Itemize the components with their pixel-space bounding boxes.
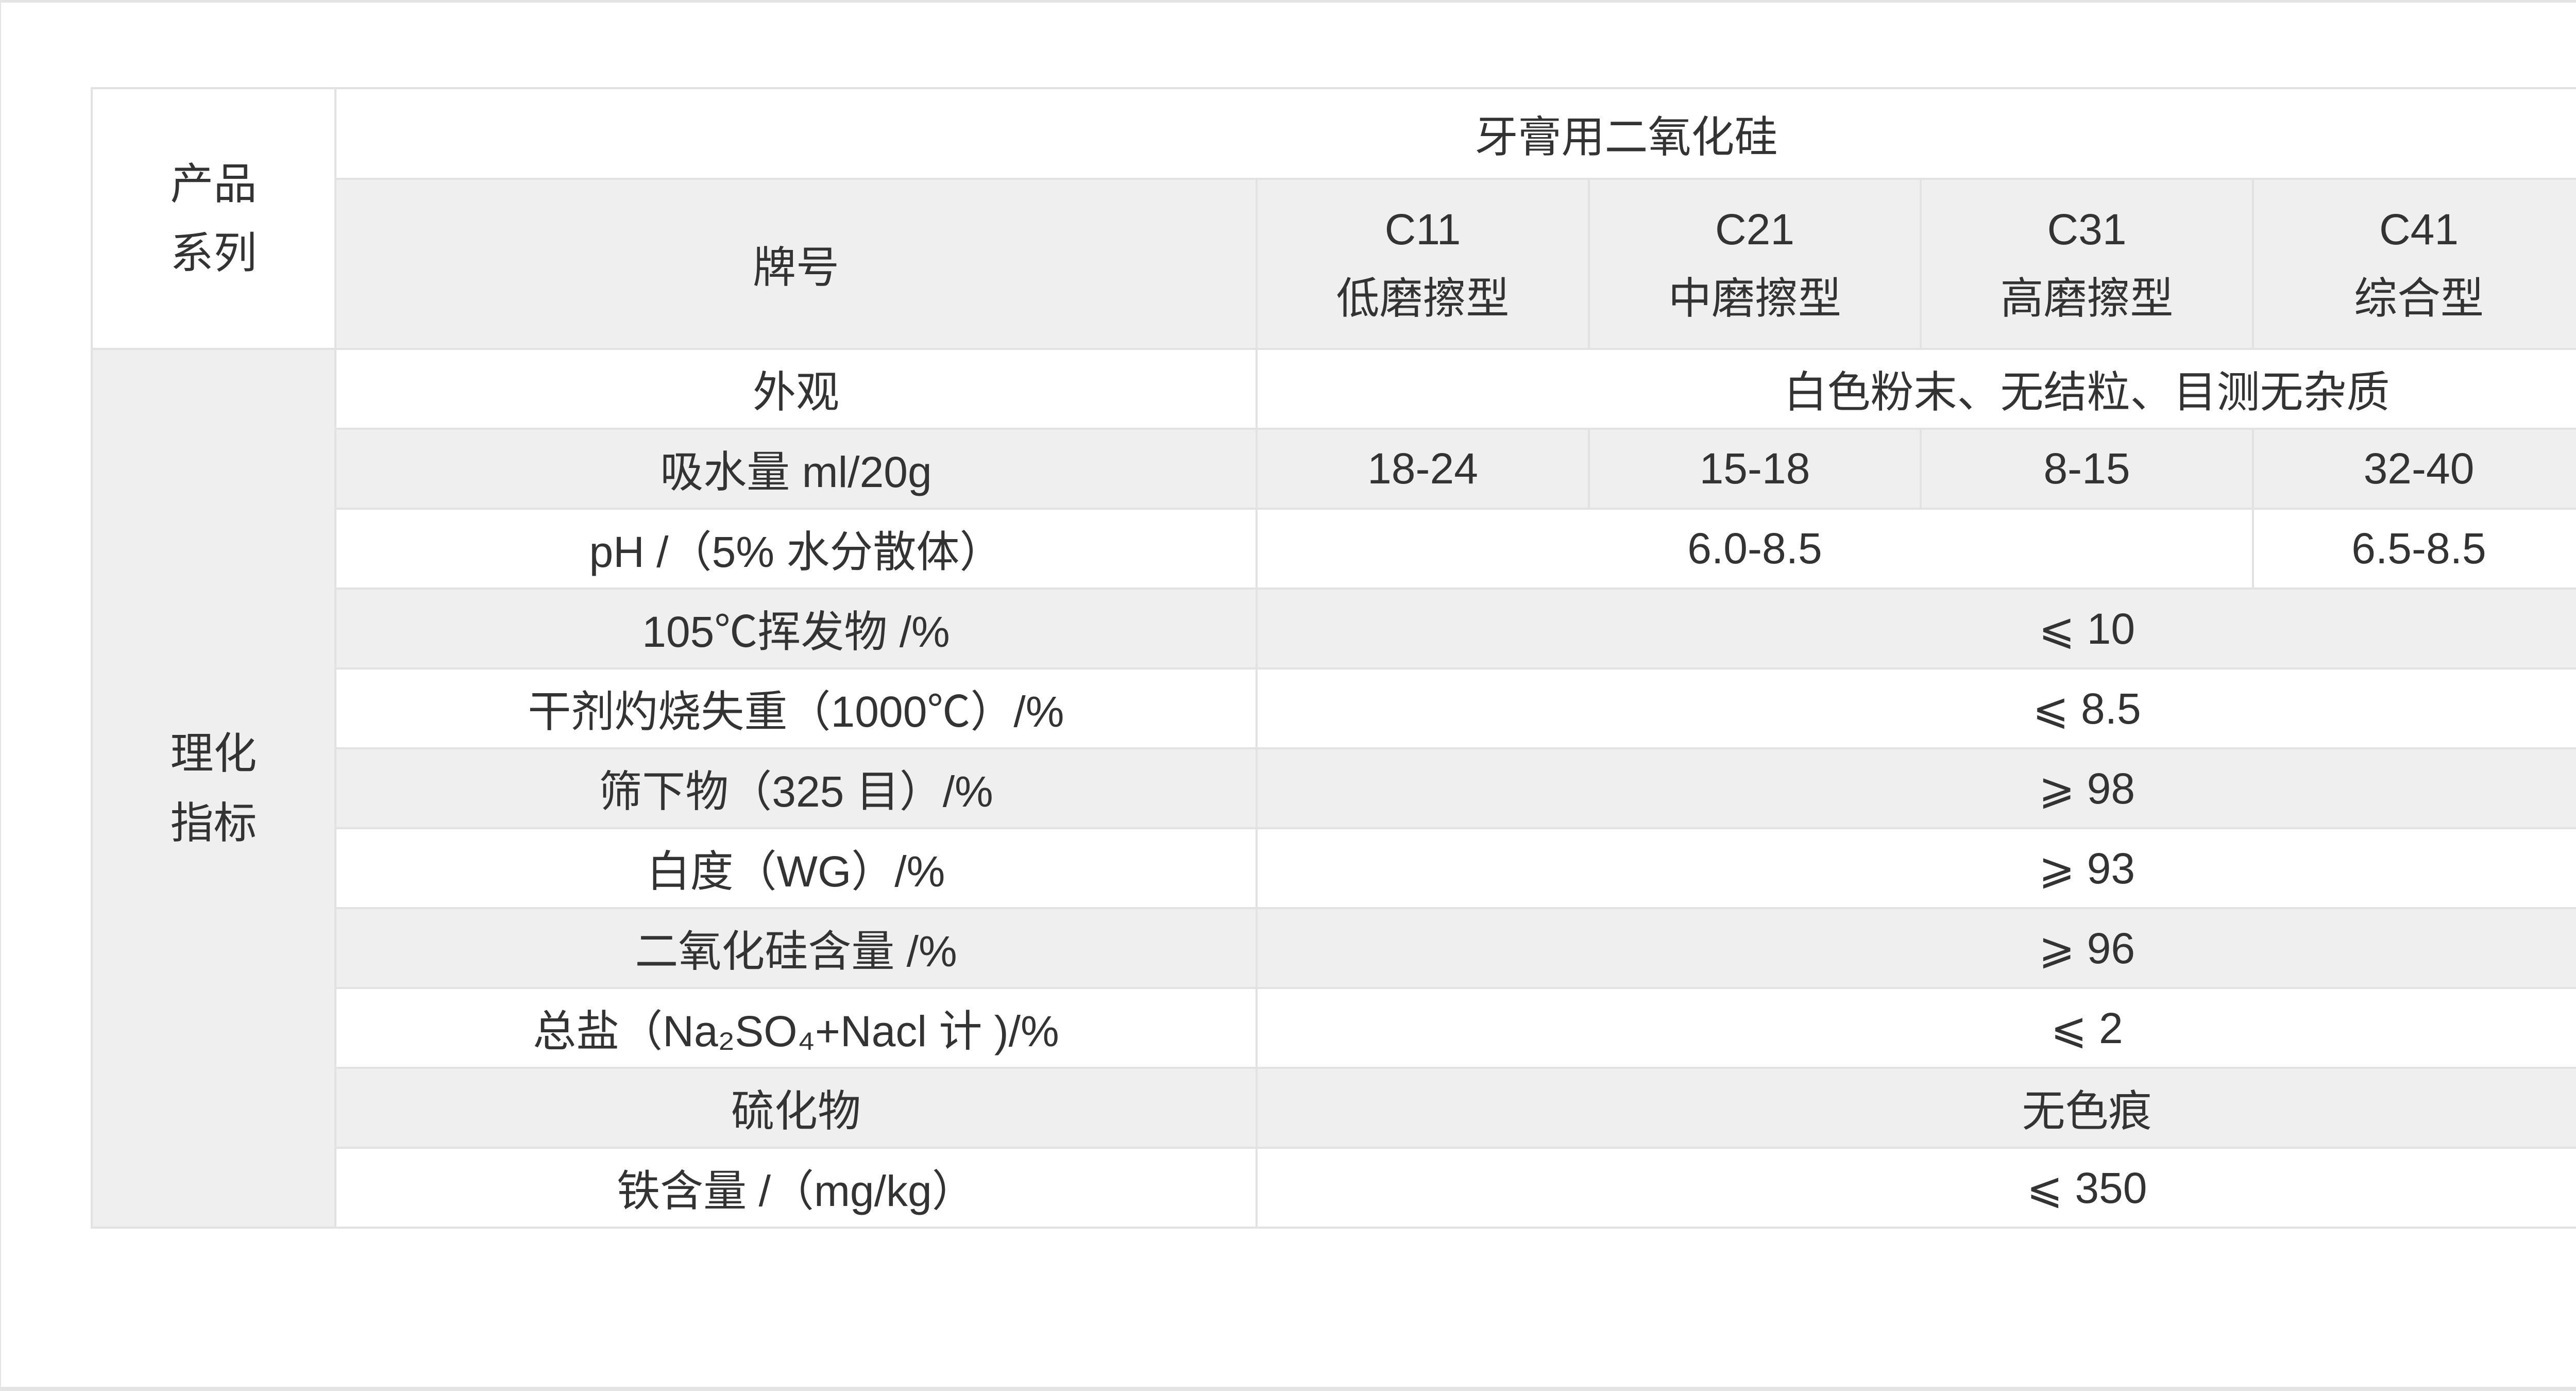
spec-value-cell: 6.0-8.5 — [1256, 508, 2254, 590]
spec-label-cell: 105℃挥发物 /% — [334, 588, 1258, 669]
product-series-cell: 产品 系列 — [91, 87, 336, 350]
spec-value-cell: ⩾ 93 — [1255, 827, 2576, 909]
spec-row-total-salt: 总盐（Na₂SO₄+Nacl 计 )/% ⩽ 2 — [92, 987, 2576, 1069]
table-title-cell: 牙膏用二氧化硅 — [334, 87, 2576, 180]
spec-label-cell: 硫化物 — [334, 1067, 1258, 1149]
spec-value-cell: 无色痕 — [1255, 1067, 2576, 1149]
spec-label-cell: 总盐（Na₂SO₄+Nacl 计 )/% — [334, 987, 1258, 1069]
grade-type: 中磨擦型 — [1668, 274, 1841, 323]
spec-row-whiteness: 白度（WG）/% ⩾ 93 — [92, 827, 2576, 909]
spec-label-cell: 铁含量 /（mg/kg） — [334, 1147, 1258, 1229]
spec-row-volatiles: 105℃挥发物 /% ⩽ 10 — [92, 588, 2576, 669]
grade-type: 低磨擦型 — [1336, 274, 1510, 323]
grade-header-cell: 牌号 — [334, 178, 1258, 350]
spec-value-cell: ⩽ 2 — [1255, 987, 2576, 1069]
grade-column-header-c31: C31 高磨擦型 — [1920, 178, 2254, 350]
spec-label-cell: 筛下物（325 目）/% — [334, 747, 1258, 829]
spec-label-cell: 白度（WG）/% — [334, 827, 1258, 909]
page-background: 产品 系列 牙膏用二氧化硅 牌号 C11 低磨擦型 C21 中磨擦型 C31 高… — [1, 3, 2576, 1387]
grade-code: C41 — [2379, 205, 2459, 254]
grade-type: 高磨擦型 — [2000, 274, 2174, 323]
grade-code: C31 — [2047, 205, 2127, 254]
grade-type: 综合型 — [2353, 274, 2484, 323]
spec-table: 产品 系列 牙膏用二氧化硅 牌号 C11 低磨擦型 C21 中磨擦型 C31 高… — [91, 87, 2576, 1229]
spec-value-cell: ⩽ 10 — [1255, 588, 2576, 669]
spec-row-ph: pH /（5% 水分散体） 6.0-8.5 6.5-8.5 5.5-8.5 — [92, 508, 2576, 590]
spec-label-cell: 外观 — [334, 348, 1258, 430]
spec-value-cell: 15-18 — [1588, 428, 1922, 510]
grade-header-row: 牌号 C11 低磨擦型 C21 中磨擦型 C31 高磨擦型 C41 综合型 C5… — [92, 178, 2576, 350]
table-title-row: 产品 系列 牙膏用二氧化硅 — [91, 87, 2576, 350]
spec-label-cell: 吸水量 ml/20g — [334, 428, 1258, 510]
spec-value-cell: 32-40 — [2252, 428, 2576, 510]
grade-code: C11 — [1384, 205, 1461, 254]
physchem-cell: 理化 指标 — [91, 348, 336, 1229]
spec-label-cell: 干剂灼烧失重（1000℃）/% — [334, 667, 1258, 749]
spec-row-appearance: 理化 指标 外观 白色粉末、无结粒、目测无杂质 — [91, 348, 2576, 1229]
spec-value-cell: ⩾ 98 — [1255, 747, 2576, 829]
grade-code: C21 — [1715, 205, 1795, 254]
spec-value-cell: ⩾ 96 — [1255, 907, 2576, 989]
spec-row-ignition-loss: 干剂灼烧失重（1000℃）/% ⩽ 8.5 — [92, 667, 2576, 749]
grade-column-header-c21: C21 中磨擦型 — [1588, 178, 1922, 350]
grade-column-header-c11: C11 低磨擦型 — [1256, 178, 1590, 350]
spec-value-cell: ⩽ 8.5 — [1255, 667, 2576, 749]
spec-row-water-absorption: 吸水量 ml/20g 18-24 15-18 8-15 32-40 ⩾ 42 — [92, 428, 2576, 510]
spec-row-sieve-residue: 筛下物（325 目）/% ⩾ 98 — [92, 747, 2576, 829]
spec-value-cell: 6.5-8.5 — [2252, 508, 2576, 590]
spec-value-cell: 8-15 — [1920, 428, 2254, 510]
spec-label-cell: pH /（5% 水分散体） — [334, 508, 1258, 590]
spec-label-cell: 二氧化硅含量 /% — [334, 907, 1258, 989]
grade-column-header-c41: C41 综合型 — [2252, 178, 2576, 350]
spec-row-sulfide: 硫化物 无色痕 — [92, 1067, 2576, 1149]
spec-row-silica-content: 二氧化硅含量 /% ⩾ 96 — [92, 907, 2576, 989]
spec-value-cell: 白色粉末、无结粒、目测无杂质 — [1255, 348, 2576, 430]
spec-value-cell: 18-24 — [1256, 428, 1590, 510]
spec-value-cell: ⩽ 350 — [1255, 1147, 2576, 1229]
spec-row-iron-content: 铁含量 /（mg/kg） ⩽ 350 — [92, 1147, 2576, 1229]
